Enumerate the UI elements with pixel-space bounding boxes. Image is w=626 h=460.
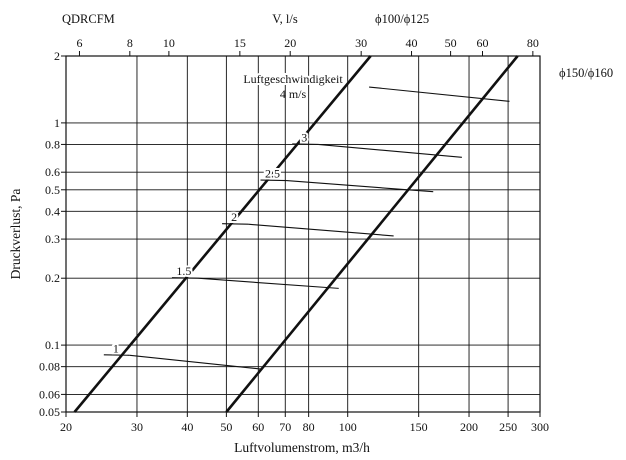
velocity-label: 1 (113, 341, 119, 355)
y-tick-label: 0.3 (45, 232, 60, 246)
y-tick-label: 0.6 (45, 165, 60, 179)
top-tick-label: 15 (234, 36, 246, 50)
x-tick-label: 70 (279, 420, 291, 434)
velocity-title: Luftgeschwindigkeit (243, 72, 343, 86)
x-tick-label: 50 (220, 420, 232, 434)
velocity-line (369, 86, 510, 102)
y-tick-label: 2 (54, 49, 60, 63)
velocity-line (286, 180, 434, 193)
y-axis-title: Druckverlust, Pa (8, 189, 23, 280)
y-tick-label: 0.2 (45, 271, 60, 285)
velocity-leader (103, 354, 130, 356)
velocity-leader (260, 179, 287, 182)
x-tick-label: 80 (303, 420, 315, 434)
top-tick-label: 6 (76, 36, 82, 50)
x-tick-label: 30 (131, 420, 143, 434)
x-tick-label: 60 (252, 420, 264, 434)
series-label-large-duct: ϕ150/ϕ160 (559, 66, 613, 80)
x-tick-label: 100 (339, 420, 357, 434)
x-tick-label: 200 (460, 420, 478, 434)
grid (66, 55, 540, 413)
y-tick-label: 0.06 (39, 387, 60, 401)
series-label-small-duct: ϕ100/ϕ125 (375, 12, 429, 26)
top-tick-label: 20 (284, 36, 296, 50)
y-tick-label: 0.5 (45, 183, 60, 197)
y-tick-label: 1 (54, 116, 60, 130)
velocity-label: 1.5 (176, 264, 191, 278)
x-tick-label: 150 (410, 420, 428, 434)
ticks: 0.05 0.06 0.08 0.1 0.2 0.3 0.4 0.5 0.6 0.8 1 2 20 30 4… (39, 36, 549, 434)
x-tick-label: 40 (181, 420, 193, 434)
velocity-label: 3 (301, 130, 307, 144)
top-tick-label: 60 (477, 36, 489, 50)
top-tick-label: 8 (127, 36, 133, 50)
velocity-leader (292, 143, 319, 145)
top-left-label: QDRCFM (62, 12, 115, 26)
top-axis-title: V, l/s (272, 12, 298, 26)
velocity-leader (171, 277, 198, 279)
top-tick-label: 40 (406, 36, 418, 50)
y-tick-label: 0.4 (45, 204, 60, 218)
y-tick-label: 0.1 (45, 338, 60, 352)
top-tick-label: 80 (527, 36, 539, 50)
x-tick-label: 300 (531, 420, 549, 434)
x-tick-label: 250 (499, 420, 517, 434)
plot-frame (65, 55, 541, 413)
velocity-line (318, 143, 462, 158)
top-tick-label: 10 (163, 36, 175, 50)
x-axis-title: Luftvolumenstrom, m3/h (234, 440, 370, 455)
top-tick-label: 50 (445, 36, 457, 50)
velocity-line (197, 277, 339, 289)
velocity-line (248, 223, 394, 237)
top-tick-label: 30 (355, 36, 367, 50)
y-tick-label: 0.8 (45, 137, 60, 151)
y-tick-label: 0.05 (39, 405, 60, 419)
x-tick-label: 20 (60, 420, 72, 434)
velocity-label: 4 m/s (280, 87, 307, 101)
velocity-label: 2.5 (265, 167, 280, 181)
series-line-small-duct (73, 55, 372, 413)
velocity-line (129, 354, 262, 370)
y-tick-label: 0.08 (39, 360, 60, 374)
velocity-label: 2 (231, 210, 237, 224)
velocity-leader (222, 223, 249, 225)
